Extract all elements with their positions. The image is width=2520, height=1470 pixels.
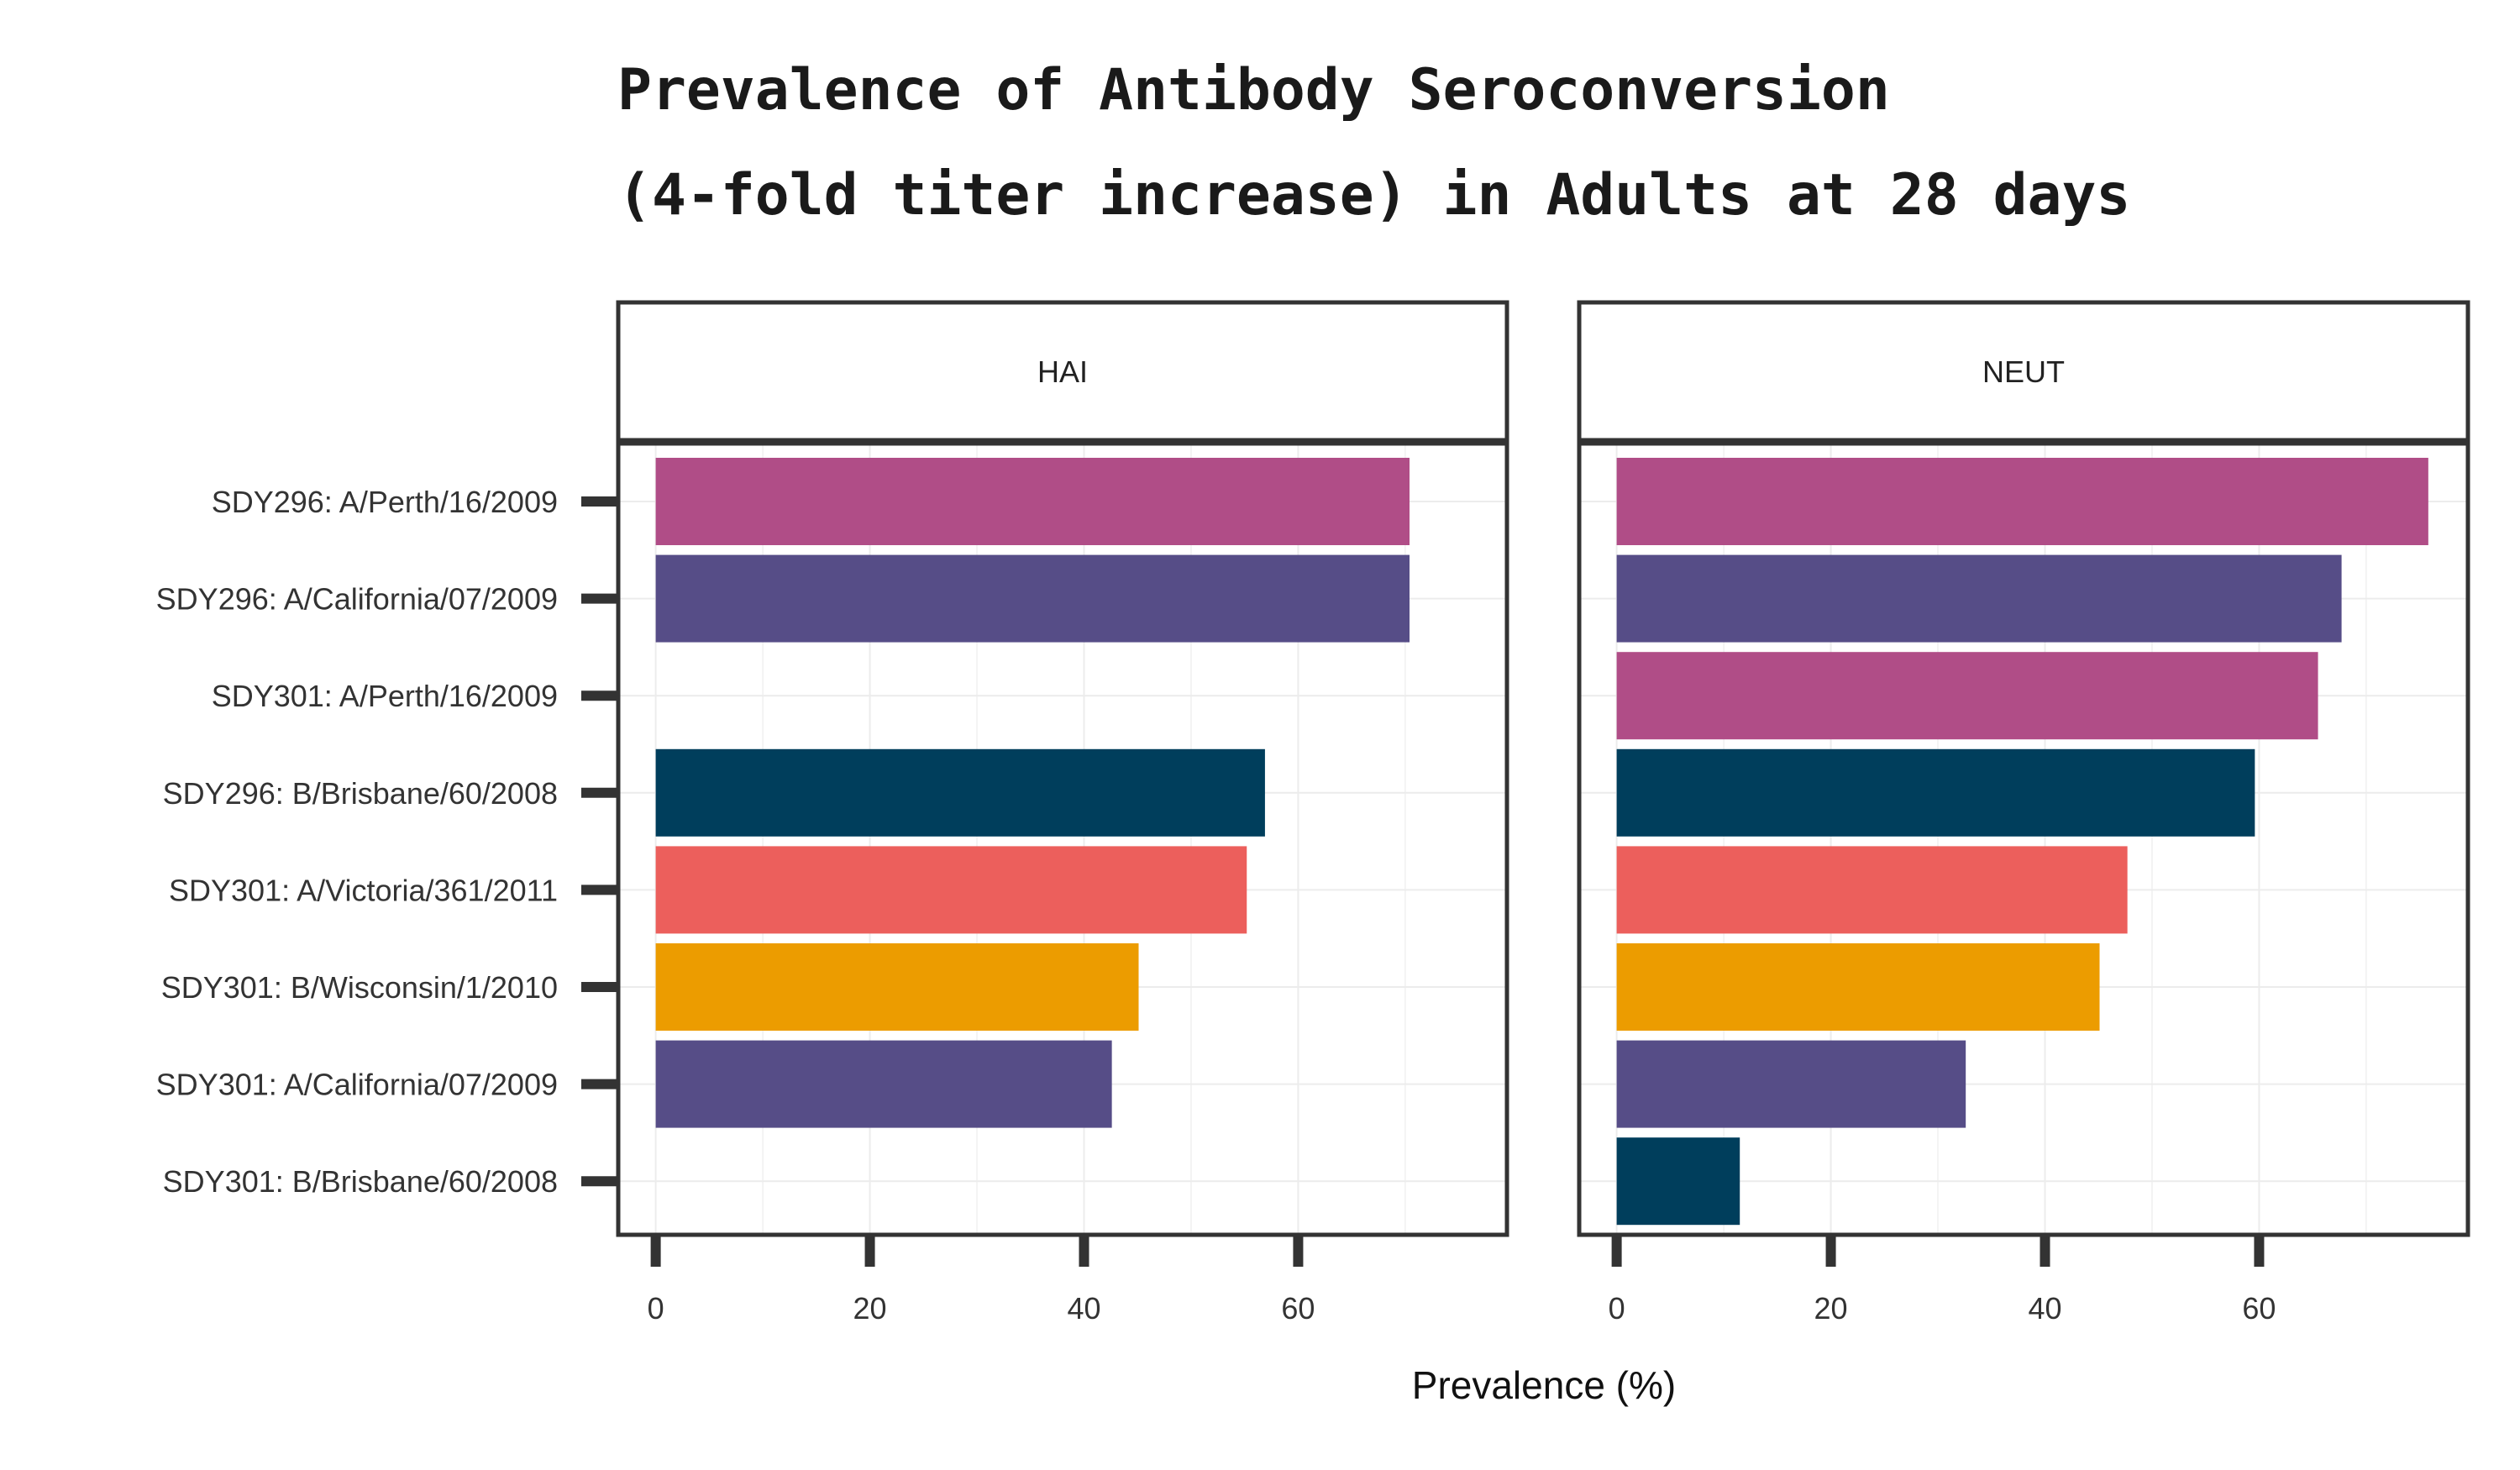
x-tick-label: 60 [1281, 1291, 1315, 1326]
bar-neut-sdy301-b-brisbane-60-2008 [1616, 1137, 1740, 1226]
x-tick-label: 0 [1609, 1291, 1625, 1326]
chart-title-line-2: (4-fold titer increase) in Adults at 28 … [617, 162, 2130, 228]
bar-hai-sdy296-a-perth-16-2009 [655, 458, 1410, 545]
facet-strip [1577, 300, 2470, 443]
bar-neut-sdy301-a-perth-16-2009 [1616, 652, 2318, 740]
facet-panels: HAI 0 20 40 60 NEUT 0 20 40 60 [616, 300, 2470, 1326]
category-axis: SDY296: A/Perth/16/2009 SDY296: A/Califor… [156, 485, 617, 1199]
x-axis-title: Prevalence (%) [1412, 1363, 1676, 1407]
chart-title-line-1: Prevalence of Antibody Seroconversion [617, 57, 1890, 123]
panel-hai: HAI 0 20 40 60 [616, 300, 1509, 1326]
panel-border [616, 441, 1509, 1237]
bar-hai-sdy301-b-wisconsin-1-2010 [655, 943, 1139, 1031]
y-tick-label: SDY296: A/Perth/16/2009 [212, 485, 558, 519]
bar-hai-sdy296-b-brisbane-60-2008 [655, 748, 1265, 837]
bar-neut-sdy296-a-california-07-2009 [1616, 554, 2342, 643]
panel-border [1577, 441, 2470, 1237]
bars [655, 458, 1410, 1128]
bar-neut-sdy301-a-victoria-361-2011 [1616, 846, 2128, 934]
x-tick-label: 20 [853, 1291, 887, 1326]
bar-hai-sdy296-a-california-07-2009 [655, 554, 1410, 643]
facet-strip-label: NEUT [1982, 354, 2065, 389]
y-tick-label: SDY301: A/Victoria/361/2011 [169, 873, 558, 907]
x-tick-label: 60 [2242, 1291, 2276, 1326]
bar-neut-sdy296-a-perth-16-2009 [1616, 458, 2428, 545]
x-axis: 0 20 40 60 [648, 1236, 1315, 1326]
facet-strip [616, 300, 1509, 443]
facet-strip-label: HAI [1037, 354, 1088, 389]
x-tick-label: 20 [1814, 1291, 1848, 1326]
bar-neut-sdy301-a-california-07-2009 [1616, 1040, 1966, 1128]
x-tick-label: 40 [1067, 1291, 1100, 1326]
y-tick-label: SDY301: A/California/07/2009 [156, 1068, 558, 1102]
bar-hai-sdy301-a-california-07-2009 [655, 1040, 1112, 1128]
panel-neut: NEUT 0 20 40 60 [1577, 300, 2470, 1326]
y-tick-label: SDY296: A/California/07/2009 [156, 582, 558, 617]
y-tick-label: SDY301: A/Perth/16/2009 [212, 679, 558, 713]
bar-hai-sdy301-a-victoria-361-2011 [655, 846, 1247, 934]
bar-neut-sdy296-b-brisbane-60-2008 [1616, 748, 2255, 837]
x-tick-label: 40 [2028, 1291, 2061, 1326]
bar-neut-sdy301-b-wisconsin-1-2010 [1616, 943, 2100, 1031]
y-tick-label: SDY301: B/Wisconsin/1/2010 [161, 970, 558, 1005]
x-tick-label: 0 [648, 1291, 664, 1326]
x-axis: 0 20 40 60 [1609, 1236, 2276, 1326]
y-tick-label: SDY296: B/Brisbane/60/2008 [163, 776, 558, 811]
y-tick-label: SDY301: B/Brisbane/60/2008 [163, 1164, 558, 1199]
bars [1616, 458, 2428, 1226]
